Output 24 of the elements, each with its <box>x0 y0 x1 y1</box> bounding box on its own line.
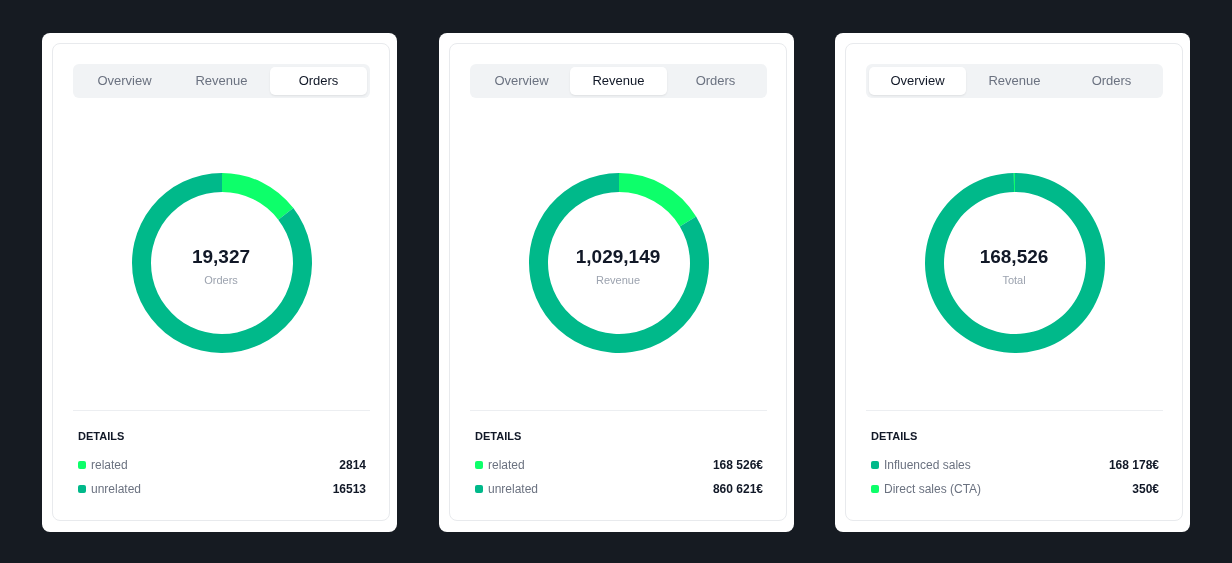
text: 19,327 <box>191 246 251 267</box>
legend-label: Influenced sales <box>884 458 971 472</box>
tab-bar[interactable]: Overview Revenue Orders <box>73 64 370 98</box>
legend-title: DETAILS <box>475 429 522 442</box>
legend-label: related <box>488 458 525 472</box>
tab-bar[interactable]: Overview Revenue Orders <box>470 64 767 98</box>
data-label: 168 178€ <box>1108 458 1160 472</box>
legend-label: related <box>91 458 128 472</box>
data-label: 2814 <box>339 458 367 472</box>
data-label: 168 526€ <box>712 458 764 472</box>
text: 168,526 <box>979 246 1049 267</box>
text: 1,029,149 <box>575 246 661 267</box>
data-label: 16513 <box>332 482 367 496</box>
data-label: 860 621€ <box>712 482 764 496</box>
text: Total <box>1002 273 1026 286</box>
legend-label: Direct sales (CTA) <box>884 482 982 496</box>
legend-label: unrelated <box>91 482 142 496</box>
legend-title: DETAILS <box>78 429 125 442</box>
legend-label: unrelated <box>488 482 539 496</box>
text: Orders <box>204 273 239 286</box>
tab-bar[interactable]: Overview Revenue Orders <box>866 64 1163 98</box>
legend-title: DETAILS <box>871 429 918 442</box>
text: Revenue <box>595 273 641 286</box>
data-label: 350€ <box>1132 482 1160 496</box>
